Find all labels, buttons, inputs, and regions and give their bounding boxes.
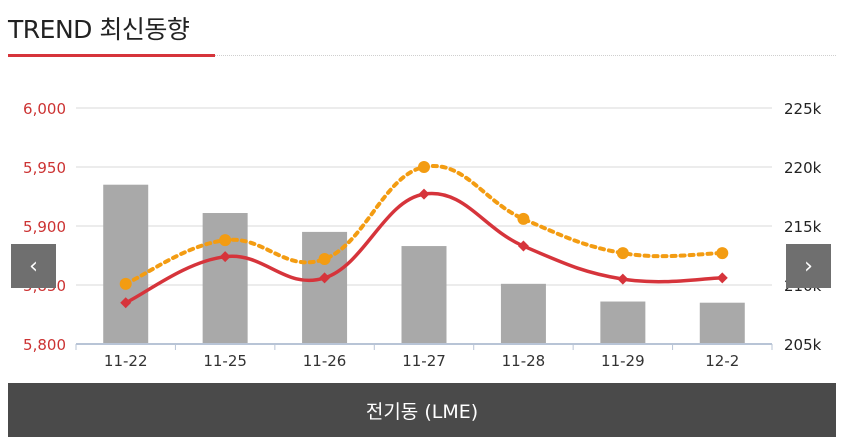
right-axis-tick-label: 220k xyxy=(784,159,822,177)
dotted-series-point xyxy=(517,212,530,225)
bar xyxy=(699,302,745,344)
x-axis-tick-label: 11-27 xyxy=(402,352,446,370)
dotted-series-point xyxy=(716,247,729,260)
bar xyxy=(103,184,149,344)
next-button[interactable]: › xyxy=(786,244,831,288)
solid-series-point xyxy=(219,251,231,263)
x-axis-tick-label: 11-22 xyxy=(104,352,148,370)
right-axis-tick-label: 215k xyxy=(784,218,822,236)
x-axis-tick-label: 11-29 xyxy=(601,352,645,370)
left-axis-tick-label: 5,900 xyxy=(23,218,66,236)
x-axis-tick-label: 11-25 xyxy=(203,352,247,370)
section-header: TREND 최신동향 xyxy=(8,8,836,60)
bar xyxy=(600,301,646,344)
dotted-series-point xyxy=(219,234,232,247)
dotted-series-point xyxy=(418,161,430,173)
dotted-series-point xyxy=(616,247,629,260)
solid-series-point xyxy=(120,297,132,309)
chevron-left-icon: ‹ xyxy=(29,253,38,279)
solid-series-point xyxy=(517,240,529,252)
bar xyxy=(500,283,546,344)
commodity-label: 전기동 (LME) xyxy=(365,400,479,423)
solid-series-point xyxy=(319,272,331,284)
prev-button[interactable]: ‹ xyxy=(11,244,56,288)
dotted-series-point xyxy=(318,253,331,266)
left-axis-tick-label: 6,000 xyxy=(23,100,66,118)
right-axis-tick-label: 205k xyxy=(784,336,822,354)
solid-series-point xyxy=(617,273,629,285)
header-divider xyxy=(215,55,836,56)
x-axis-tick-label: 11-28 xyxy=(502,352,546,370)
solid-series-point xyxy=(716,272,728,284)
left-axis-tick-label: 5,950 xyxy=(23,159,66,177)
bar xyxy=(202,213,248,344)
trend-chart: 5,8005,8505,9005,9506,000205k210k215k220… xyxy=(23,100,822,370)
left-axis-tick-label: 5,800 xyxy=(23,336,66,354)
right-axis-tick-label: 225k xyxy=(784,100,822,118)
commodity-selector[interactable]: 전기동 (LME) xyxy=(8,383,836,437)
title-underline xyxy=(8,54,215,57)
x-axis-tick-label: 11-26 xyxy=(303,352,347,370)
x-axis-tick-label: 12-2 xyxy=(705,352,739,370)
solid-series-point xyxy=(418,188,430,200)
chevron-right-icon: › xyxy=(804,253,813,279)
dotted-series-point xyxy=(119,277,132,290)
bar xyxy=(401,246,447,344)
page-title: TREND 최신동향 xyxy=(8,15,190,44)
bar xyxy=(302,231,348,344)
